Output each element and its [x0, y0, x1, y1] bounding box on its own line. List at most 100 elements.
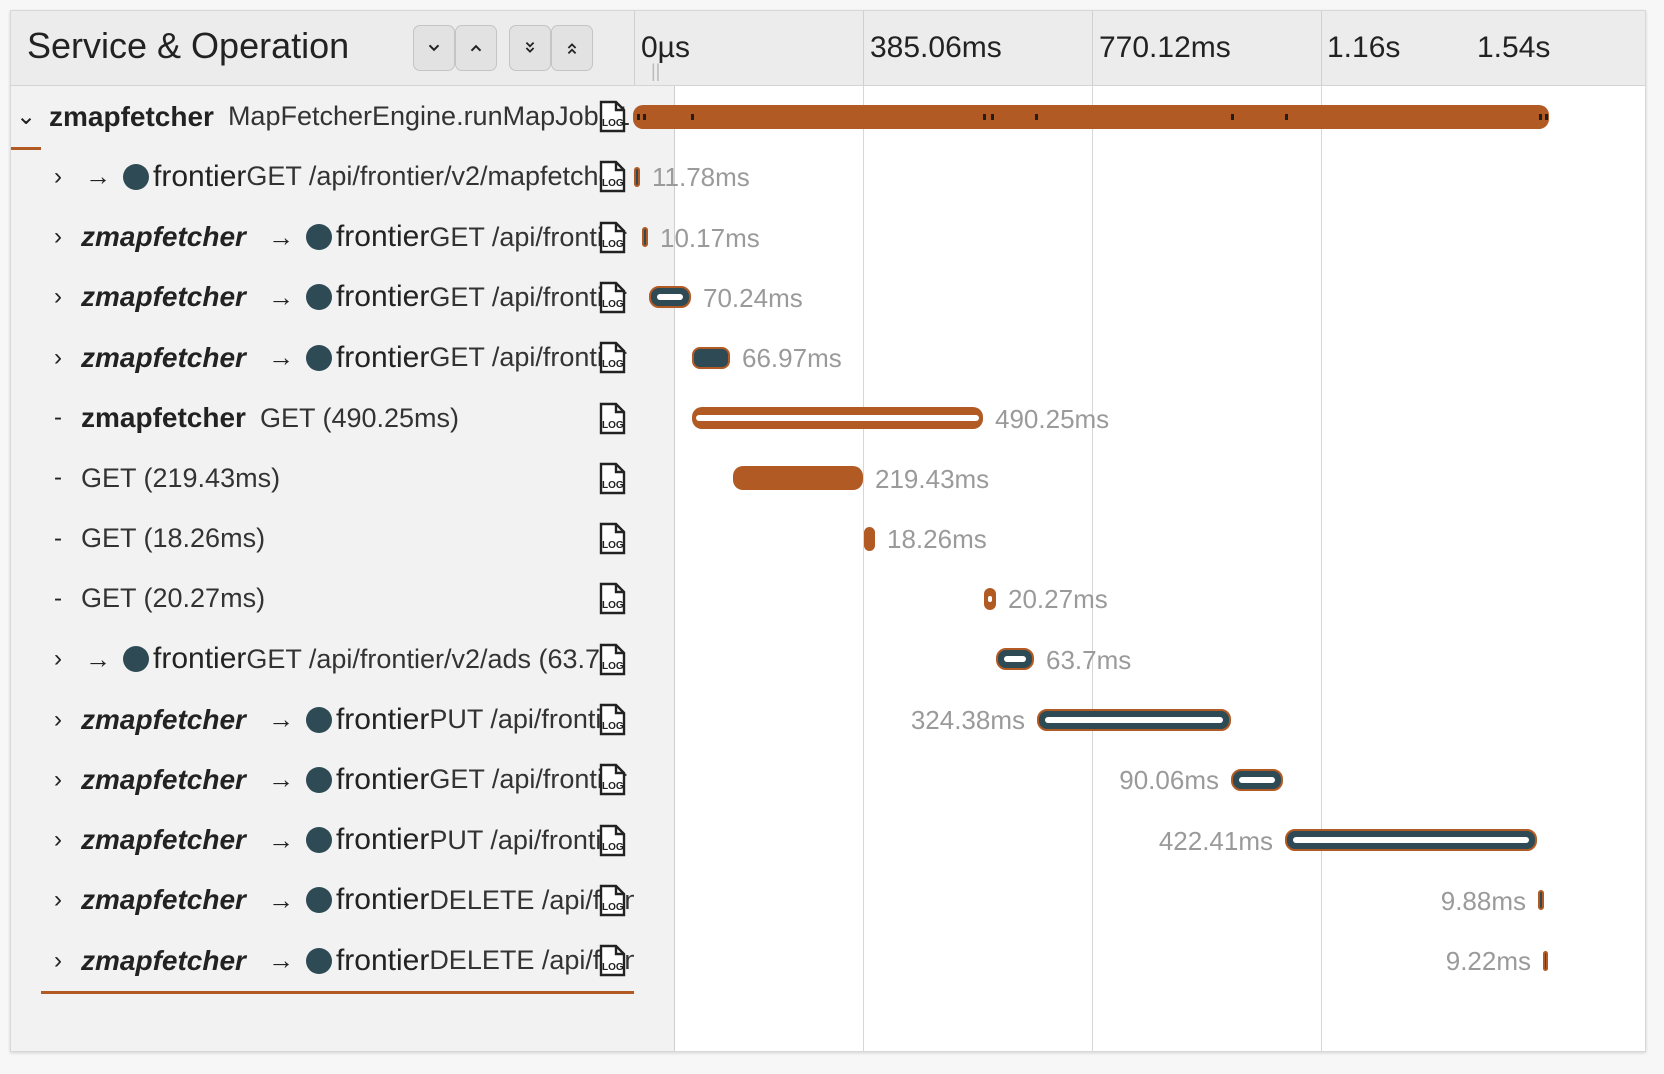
expand-one-button[interactable]: [455, 25, 497, 71]
span-row[interactable]: › zmapfetcher → frontier PUT /api/frontier LO…: [11, 689, 1645, 753]
span-row[interactable]: › → frontier GET /api/frontier/v2/mapfetche…: [11, 146, 1645, 211]
span-label-cell[interactable]: › zmapfetcher → frontier DELETE /api/fron LOG: [41, 930, 634, 995]
arrow-right-icon: →: [267, 824, 294, 855]
collapse-all-button[interactable]: [551, 25, 593, 71]
span-label-cell[interactable]: › zmapfetcher → frontier GET /api/frontier LO…: [41, 749, 634, 814]
expand-all-button[interactable]: [509, 25, 551, 71]
span-bar[interactable]: [733, 466, 863, 491]
span-label: - GET (219.43ms): [45, 448, 595, 509]
chevron-down-icon[interactable]: ⌄: [15, 103, 37, 130]
log-icon[interactable]: LOG: [596, 221, 630, 255]
chevron-right-icon[interactable]: ›: [54, 886, 62, 914]
span-label-cell[interactable]: › → frontier GET /api/frontier/v2/mapfetche…: [41, 146, 634, 211]
log-icon[interactable]: LOG: [596, 341, 630, 375]
log-icon[interactable]: LOG: [596, 944, 630, 978]
span-label-cell[interactable]: - zmapfetcher GET (490.25ms) LOG: [41, 387, 634, 452]
log-icon[interactable]: LOG: [596, 703, 630, 737]
span-row[interactable]: › zmapfetcher → frontier PUT /api/frontier LO…: [11, 809, 1645, 874]
service-color-dot: [305, 947, 332, 974]
span-bar[interactable]: [864, 526, 875, 551]
span-bar[interactable]: [1538, 890, 1544, 911]
span-row[interactable]: - GET (20.27ms) LOG 20.27ms: [11, 568, 1645, 633]
span-bar[interactable]: [649, 286, 691, 309]
log-icon[interactable]: LOG: [596, 522, 630, 556]
log-icon[interactable]: LOG: [596, 462, 630, 496]
span-label-cell[interactable]: › zmapfetcher → frontier PUT /api/frontier LO…: [41, 809, 634, 874]
log-icon[interactable]: LOG: [596, 281, 630, 315]
span-row[interactable]: - GET (219.43ms) LOG 219.43ms: [11, 447, 1645, 512]
operation-name: GET /api/frontier: [429, 221, 627, 252]
log-icon[interactable]: LOG: [596, 763, 630, 797]
span-label-cell[interactable]: - GET (20.27ms) LOG: [41, 568, 634, 633]
span-row[interactable]: › zmapfetcher → frontier DELETE /api/fron LOG…: [11, 869, 1645, 934]
chevron-right-icon[interactable]: ›: [54, 645, 62, 673]
span-label-cell[interactable]: › zmapfetcher → frontier DELETE /api/fron LOG: [41, 869, 634, 934]
span-label-cell[interactable]: - GET (18.26ms) LOG: [41, 508, 634, 573]
service-name: zmapfetcher: [81, 763, 246, 795]
operation-name: GET (20.27ms): [81, 583, 266, 614]
column-resize-handle[interactable]: ||: [651, 61, 661, 81]
chevron-right-icon[interactable]: ›: [54, 826, 62, 854]
span-bar[interactable]: [642, 227, 648, 248]
span-row[interactable]: - GET (18.26ms) LOG 18.26ms: [11, 508, 1645, 573]
chevron-right-icon[interactable]: ›: [54, 283, 62, 311]
chevron-right-icon[interactable]: ›: [54, 162, 62, 190]
service-name: zmapfetcher: [81, 703, 246, 735]
span-label-cell[interactable]: › → frontier GET /api/frontier/v2/ads (63.7…: [41, 628, 634, 693]
span-label: › zmapfetcher → frontier PUT /api/frontier: [45, 689, 625, 750]
chevron-right-icon[interactable]: ›: [54, 946, 62, 974]
span-row[interactable]: › zmapfetcher → frontier DELETE /api/fron LOG…: [11, 930, 1645, 995]
span-label: › zmapfetcher → frontier PUT /api/frontier: [45, 810, 625, 871]
chevron-right-icon[interactable]: ›: [54, 343, 62, 371]
span-bar[interactable]: [1037, 708, 1231, 731]
span-bar[interactable]: [692, 407, 983, 429]
log-icon[interactable]: LOG: [596, 824, 630, 858]
span-bar[interactable]: [1231, 768, 1283, 791]
span-row[interactable]: › zmapfetcher → frontier GET /api/frontier LO…: [11, 327, 1645, 392]
span-row[interactable]: › zmapfetcher → frontier GET /api/frontier LO…: [11, 206, 1645, 271]
span-bar[interactable]: [634, 166, 640, 187]
log-icon[interactable]: LOG: [596, 582, 630, 616]
span-label-cell[interactable]: › zmapfetcher → frontier PUT /api/frontier LO…: [41, 689, 634, 753]
span-label: ⌄ zmapfetcher MapFetcherEngine.runMapJob (…: [13, 86, 630, 147]
svg-text:LOG: LOG: [602, 842, 624, 853]
span-bar[interactable]: [692, 346, 730, 369]
span-row[interactable]: › zmapfetcher → frontier GET /api/frontier LO…: [11, 266, 1645, 331]
peer-service-name: frontier: [335, 280, 430, 314]
span-label-cell[interactable]: › zmapfetcher → frontier GET /api/frontier LO…: [41, 206, 634, 271]
log-icon[interactable]: LOG: [596, 884, 630, 918]
span-duration-label: 18.26ms: [887, 524, 987, 555]
peer-service-name: frontier: [153, 642, 247, 676]
span-label-cell[interactable]: - GET (219.43ms) LOG: [41, 447, 634, 512]
span-row[interactable]: › zmapfetcher → frontier GET /api/frontier LO…: [11, 749, 1645, 814]
log-icon[interactable]: LOG: [596, 100, 630, 134]
span-label-cell[interactable]: ⌄ zmapfetcher MapFetcherEngine.runMapJob (…: [11, 86, 634, 150]
span-label-cell[interactable]: › zmapfetcher → frontier GET /api/frontier LO…: [41, 266, 634, 331]
trace-header: Service & Operation || 0µs 385.06ms 770.…: [11, 11, 1645, 86]
span-row[interactable]: › → frontier GET /api/frontier/v2/ads (63.7…: [11, 628, 1645, 693]
collapse-one-button[interactable]: [413, 25, 455, 71]
span-duration-label: 63.7ms: [1046, 644, 1132, 675]
column-title: Service & Operation: [27, 25, 350, 66]
operation-name: GET (490.25ms): [259, 402, 460, 433]
log-icon[interactable]: LOG: [596, 402, 630, 436]
span-label-cell[interactable]: › zmapfetcher → frontier GET /api/frontier LO…: [41, 327, 634, 392]
operation-name: GET /api/frontier: [429, 342, 627, 373]
span-bar[interactable]: [1543, 950, 1548, 971]
chevron-up-icon: [470, 44, 482, 52]
span-row[interactable]: ⌄ zmapfetcher MapFetcherEngine.runMapJob (…: [11, 86, 1645, 150]
span-bar[interactable]: [1285, 829, 1537, 852]
svg-text:LOG: LOG: [602, 239, 624, 250]
leaf-marker: -: [54, 584, 62, 612]
chevron-right-icon[interactable]: ›: [54, 765, 62, 793]
tick-0: [634, 11, 635, 85]
span-row[interactable]: - zmapfetcher GET (490.25ms) LOG 490.25ms: [11, 387, 1645, 452]
log-icon[interactable]: LOG: [596, 160, 630, 194]
svg-text:LOG: LOG: [602, 540, 624, 551]
chevron-right-icon[interactable]: ›: [54, 705, 62, 733]
span-bar[interactable]: [996, 648, 1034, 671]
chevron-right-icon[interactable]: ›: [54, 223, 62, 251]
log-icon[interactable]: LOG: [596, 643, 630, 677]
span-bar[interactable]: [984, 587, 996, 610]
span-bar[interactable]: [633, 104, 1549, 129]
